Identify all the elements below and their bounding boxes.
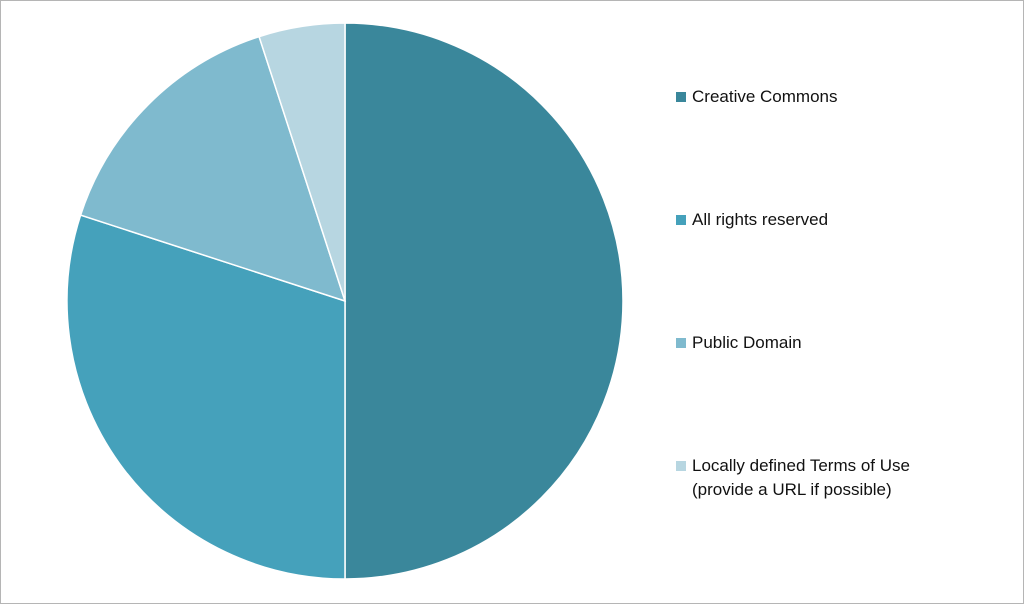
legend-swatch (676, 215, 686, 225)
pie-slice (344, 22, 624, 580)
legend-label: All rights reserved (692, 210, 829, 229)
legend-label: Locally defined Terms of Use (provide a … (692, 456, 910, 499)
pie-slice (66, 214, 346, 580)
legend-label: Creative Commons (692, 87, 838, 106)
pie-slice (258, 22, 346, 302)
legend-swatch (676, 461, 686, 471)
pie-slice (79, 35, 347, 303)
legend-swatch (676, 92, 686, 102)
legend-label: Public Domain (692, 333, 802, 352)
legend-swatch (676, 338, 686, 348)
